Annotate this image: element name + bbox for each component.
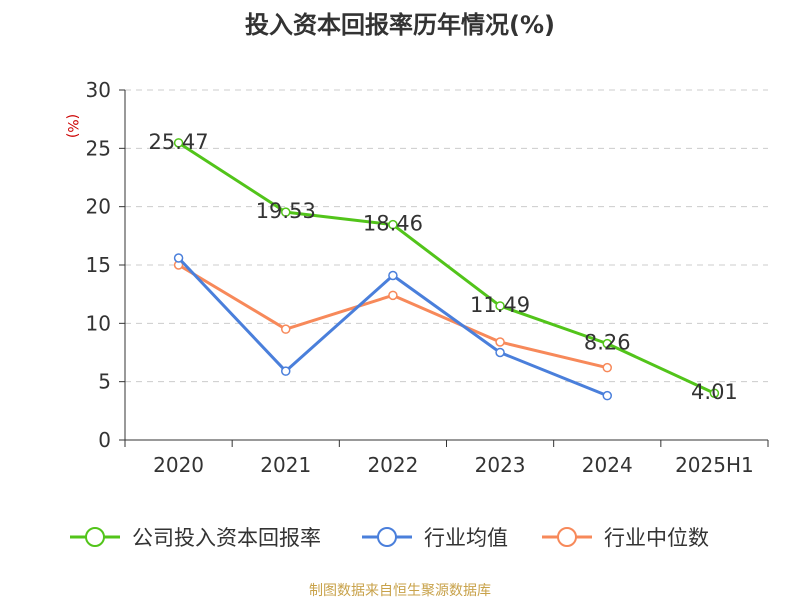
x-tick-label: 2021 <box>260 453 311 477</box>
data-point <box>281 324 291 334</box>
data-point <box>495 301 505 311</box>
legend-label: 行业均值 <box>424 526 508 550</box>
x-tick-label: 2025H1 <box>675 453 754 477</box>
series-0 <box>173 138 720 398</box>
y-tick-label: 25 <box>86 136 111 160</box>
data-point <box>709 388 720 398</box>
y-tick-label: 5 <box>98 370 111 394</box>
legend-marker <box>85 527 105 547</box>
x-tick-label: 2023 <box>475 453 526 477</box>
chart-title: 投入资本回报率历年情况(%) <box>245 11 555 39</box>
x-tick-label: 2024 <box>582 453 633 477</box>
x-tick-label: 2020 <box>153 453 204 477</box>
data-label: 8.26 <box>584 331 631 355</box>
series-layer <box>173 138 720 401</box>
legend: 公司投入资本回报率 行业均值 行业中位数 <box>70 526 709 550</box>
legend-item: 公司投入资本回报率 <box>70 526 321 550</box>
data-point <box>388 270 398 281</box>
data-label: 18.46 <box>363 212 423 236</box>
legend-item: 行业均值 <box>362 526 508 550</box>
source-note: 制图数据来自恒生聚源数据库 <box>309 583 491 599</box>
y-tick-label: 0 <box>98 428 111 452</box>
legend-label: 公司投入资本回报率 <box>132 526 321 550</box>
data-point <box>173 253 184 263</box>
x-tick-label: 2022 <box>367 453 418 477</box>
series-line <box>177 263 608 370</box>
data-point <box>173 138 184 148</box>
data-point <box>388 290 398 301</box>
data-point <box>602 390 612 401</box>
data-point <box>281 366 291 376</box>
legend-item: 行业中位数 <box>542 526 709 550</box>
data-label: 19.53 <box>256 199 316 223</box>
data-label: 4.01 <box>691 380 738 404</box>
legend-marker <box>377 527 397 547</box>
y-axis-label: (%) <box>64 114 80 138</box>
series-1 <box>173 253 612 401</box>
axes: 0 5 10 15 20 25 30 2020 2021 2022 2023 2024 2025H1 <box>86 78 769 477</box>
data-label: 25.47 <box>149 130 209 154</box>
y-tick-label: 20 <box>86 195 111 219</box>
data-point <box>495 347 505 358</box>
data-point <box>602 362 612 373</box>
y-tick-label: 10 <box>86 311 111 335</box>
series-2 <box>173 260 612 373</box>
data-labels: 25.47 19.53 18.46 11.49 8.26 4.01 <box>149 130 738 404</box>
data-point <box>602 338 612 349</box>
series-line <box>177 141 716 395</box>
legend-marker <box>557 527 577 547</box>
legend-label: 行业中位数 <box>604 526 709 550</box>
data-point <box>281 207 291 217</box>
gridlines <box>125 89 768 383</box>
y-tick-label: 30 <box>86 78 111 102</box>
data-point <box>388 219 398 230</box>
data-point <box>495 337 505 347</box>
data-label: 11.49 <box>470 293 530 317</box>
y-tick-label: 15 <box>86 253 111 277</box>
